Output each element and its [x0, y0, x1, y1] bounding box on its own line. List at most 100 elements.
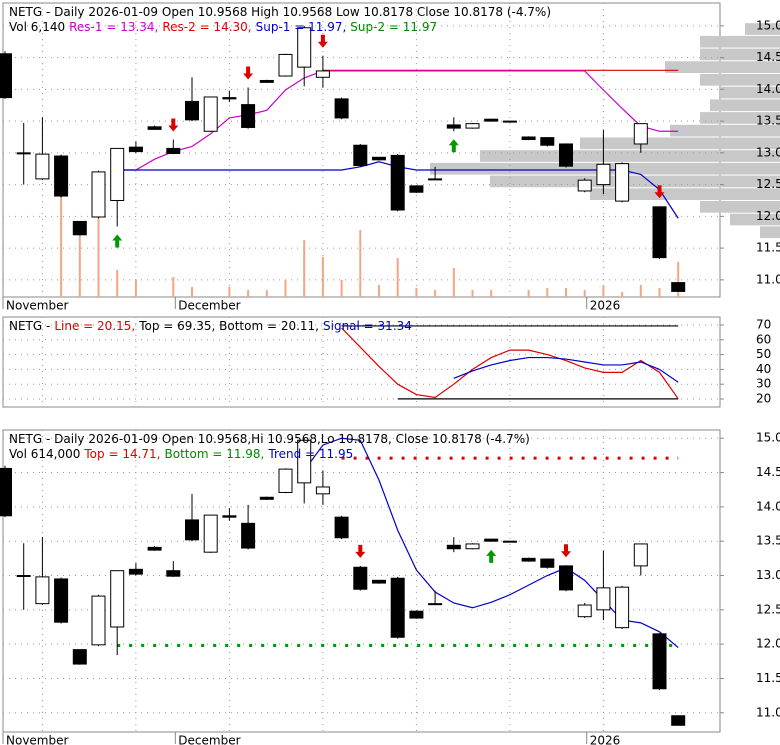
candle-body	[353, 566, 368, 590]
y-tick-label: 60	[756, 332, 771, 346]
candle-body	[185, 519, 199, 541]
candle-body	[409, 610, 424, 619]
signal-arrow	[654, 185, 665, 199]
volume-profile-bar	[700, 200, 780, 213]
y-tick-label: 50	[756, 347, 771, 361]
candle-body	[35, 153, 50, 180]
y-tick-label: 20	[756, 392, 771, 406]
candle-body	[540, 558, 555, 568]
candle-body	[0, 467, 12, 517]
y-tick-label: 15.0	[756, 431, 780, 445]
legend-entry: Bottom = 11.98,	[165, 447, 265, 461]
y-tick-label: 11.0	[756, 272, 780, 286]
candle-body	[372, 579, 386, 584]
candle-body	[559, 565, 573, 591]
candle-body	[671, 282, 686, 292]
signal-arrow	[561, 544, 571, 558]
indicator-line	[117, 70, 679, 171]
volume-bar	[116, 270, 119, 297]
y-tick-label: 12.5	[756, 602, 780, 616]
volume-bar	[60, 155, 63, 297]
header-text: NETG - Daily 2026-01-09 Open 10.9568 Hig…	[9, 5, 551, 19]
volume-profile-bar	[760, 226, 780, 239]
candle-body	[203, 514, 218, 553]
volume-bar	[359, 230, 362, 297]
candle-body	[147, 546, 162, 551]
volume-bar	[452, 268, 455, 297]
volume-bar	[378, 285, 380, 297]
candle-body	[259, 496, 274, 500]
volume-bar	[415, 288, 418, 297]
candle-body	[315, 486, 330, 495]
legend-entry: Sup-1 = 11.97,	[256, 20, 347, 34]
volume-profile-bar	[730, 213, 780, 226]
candle-body	[110, 570, 125, 628]
volume-bar	[471, 290, 474, 297]
candle-body	[278, 53, 293, 77]
candle-body	[72, 649, 87, 665]
candle-body	[428, 603, 443, 606]
volume-profile-bar	[580, 137, 780, 150]
volume-profile-bar	[490, 175, 780, 188]
candle-body	[72, 220, 87, 236]
volume-profile-bar	[720, 86, 780, 99]
candle-body	[465, 543, 480, 550]
volume-profile-bar	[745, 23, 780, 35]
candle-body	[166, 570, 181, 577]
volume-bar	[565, 288, 567, 297]
candle-body	[222, 97, 237, 100]
legend-entry: Top = 14.71,	[83, 447, 160, 461]
indicator-line	[341, 327, 679, 400]
y-tick-label: 30	[756, 377, 771, 391]
candle-body	[521, 136, 536, 141]
volume-bar	[396, 258, 399, 297]
x-tick-label: December	[178, 299, 240, 313]
signal-arrow	[317, 34, 328, 48]
candle-body	[596, 163, 611, 186]
candle-body	[446, 124, 461, 129]
volume-profile-bar	[480, 150, 780, 162]
y-tick-label: 12.5	[756, 177, 780, 191]
volume-profile-bar	[700, 112, 780, 124]
volume-bar	[677, 261, 680, 297]
candle-body	[241, 522, 256, 549]
y-tick-label: 12.0	[756, 637, 780, 651]
candle-body	[203, 96, 218, 132]
candle-body	[54, 155, 69, 197]
legend-entry: Trend = 11.95	[267, 447, 353, 461]
volume-profile-bar	[700, 35, 780, 48]
panel-frame	[2, 316, 721, 408]
x-tick-label: November	[6, 299, 68, 313]
volume-bar	[490, 290, 493, 297]
y-tick-label: 11.5	[756, 241, 780, 255]
legend-entry: NETG -	[9, 319, 50, 333]
x-tick-label: 2026	[590, 734, 621, 745]
y-tick-label: 15.0	[756, 18, 780, 32]
volume-profile-bar	[700, 48, 780, 61]
candle-body	[652, 206, 667, 259]
signal-arrow	[486, 549, 497, 563]
candle-body	[91, 595, 106, 646]
legend-entry: Vol 614,000	[9, 447, 80, 461]
candle-body	[278, 468, 293, 493]
legend-entry: Top = 69.35, Bottom = 20.11,	[138, 319, 319, 333]
panel-legend: NETG - Line = 20.15, Top = 69.35, Bottom =…	[9, 319, 412, 333]
volume-profile-bar	[710, 99, 780, 112]
candle-body	[596, 587, 611, 611]
volume-profile-bar	[670, 124, 780, 137]
x-tick-label: 2026	[590, 299, 621, 313]
y-tick-label: 14.5	[756, 465, 780, 479]
volume-bar	[639, 285, 642, 297]
y-tick-label: 14.5	[756, 50, 780, 64]
signal-arrow	[448, 139, 459, 153]
candle-body	[372, 156, 386, 161]
candle-body	[91, 171, 106, 218]
panel-header: NETG - Daily 2026-01-09 Open 10.9568 Hig…	[9, 5, 551, 19]
candle-body	[615, 586, 630, 629]
volume-bar	[303, 240, 306, 297]
candle-body	[409, 185, 424, 193]
volume-bar	[172, 277, 175, 297]
candle-body	[652, 633, 667, 690]
panel-header: NETG - Daily 2026-01-09 Open 10.9568,Hi …	[9, 432, 530, 446]
candle-body	[428, 178, 443, 181]
